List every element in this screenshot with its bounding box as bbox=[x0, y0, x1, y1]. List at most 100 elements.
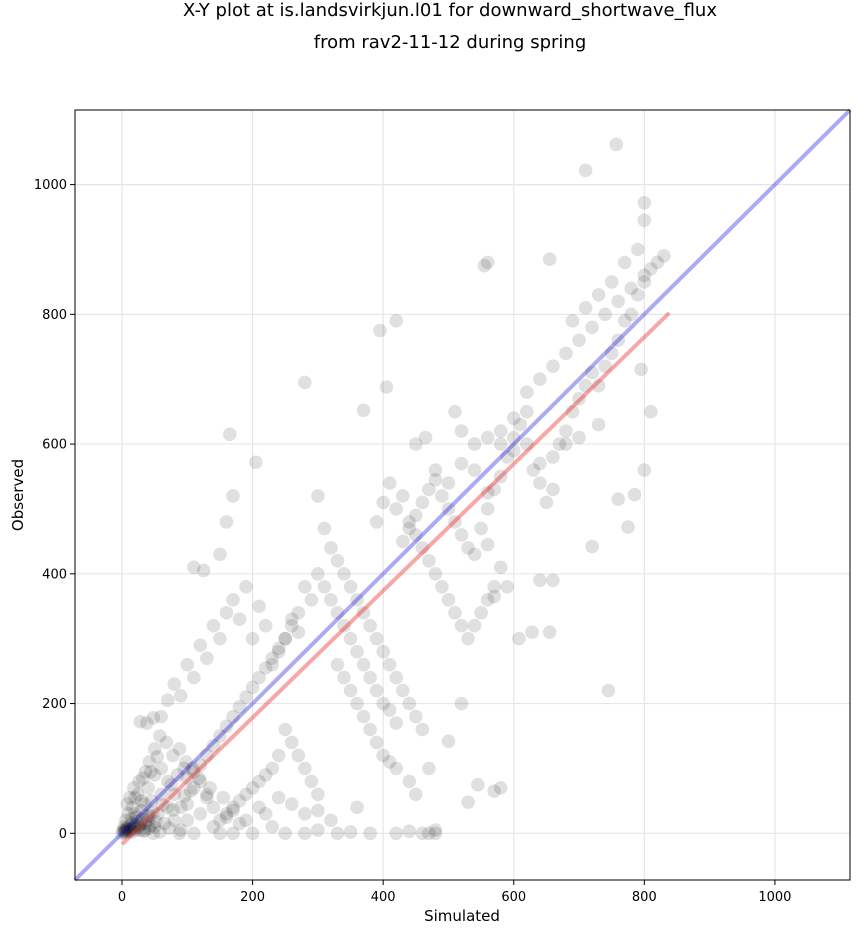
data-point bbox=[119, 824, 133, 839]
data-point bbox=[141, 821, 156, 835]
data-point bbox=[324, 541, 338, 555]
y-tick-label: 400 bbox=[42, 567, 67, 582]
data-point bbox=[373, 323, 387, 338]
data-point bbox=[585, 365, 599, 380]
data-point bbox=[513, 417, 528, 432]
data-point bbox=[369, 631, 384, 646]
data-point bbox=[609, 137, 624, 152]
data-point bbox=[601, 683, 616, 698]
data-point bbox=[585, 539, 599, 554]
data-point bbox=[153, 729, 167, 743]
data-point bbox=[265, 651, 279, 665]
data-point bbox=[226, 709, 240, 724]
data-point bbox=[448, 404, 462, 419]
data-point bbox=[219, 719, 234, 734]
data-point bbox=[142, 755, 157, 769]
data-point bbox=[591, 417, 606, 432]
data-point bbox=[258, 661, 273, 675]
x-tick-label: 800 bbox=[632, 890, 657, 905]
data-point bbox=[598, 359, 612, 374]
data-point bbox=[173, 800, 188, 815]
data-point bbox=[265, 657, 279, 672]
data-point bbox=[525, 625, 539, 639]
data-point bbox=[121, 823, 135, 838]
data-point bbox=[631, 288, 645, 302]
data-point bbox=[265, 761, 279, 776]
data-point bbox=[493, 560, 508, 575]
data-point bbox=[149, 814, 163, 829]
data-point bbox=[160, 800, 175, 815]
data-point bbox=[474, 521, 488, 536]
data-point bbox=[180, 813, 195, 828]
y-tick-label: 0 bbox=[59, 827, 67, 842]
data-point bbox=[441, 476, 456, 490]
data-point bbox=[180, 657, 195, 672]
data-point bbox=[206, 738, 221, 753]
data-point bbox=[142, 808, 157, 822]
data-point bbox=[153, 825, 167, 839]
data-point bbox=[298, 761, 312, 776]
plot-frame bbox=[74, 109, 851, 881]
data-point bbox=[136, 771, 150, 785]
data-point bbox=[291, 605, 306, 620]
data-point bbox=[193, 638, 208, 652]
data-point bbox=[487, 579, 501, 594]
data-point bbox=[559, 424, 573, 438]
data-point bbox=[634, 362, 648, 377]
data-point bbox=[311, 823, 325, 837]
data-point bbox=[134, 794, 149, 808]
data-point bbox=[324, 813, 338, 828]
data-point bbox=[219, 807, 234, 821]
data-point bbox=[133, 714, 148, 729]
data-point bbox=[187, 670, 201, 685]
data-point bbox=[130, 787, 145, 802]
data-point bbox=[226, 826, 240, 841]
data-point bbox=[409, 709, 423, 724]
data-point bbox=[559, 437, 573, 451]
data-point bbox=[134, 817, 148, 832]
data-point bbox=[239, 690, 253, 704]
data-point bbox=[138, 764, 153, 779]
data-point bbox=[143, 818, 158, 833]
data-point bbox=[138, 816, 153, 830]
data-point bbox=[565, 314, 580, 328]
data-point bbox=[627, 487, 642, 502]
data-point bbox=[422, 554, 436, 568]
data-point bbox=[311, 803, 325, 818]
data-point bbox=[311, 567, 325, 581]
data-point bbox=[435, 579, 449, 594]
data-point bbox=[180, 797, 195, 811]
data-point bbox=[506, 411, 521, 425]
data-point bbox=[409, 787, 423, 802]
data-point bbox=[226, 803, 240, 818]
data-point bbox=[650, 255, 665, 270]
data-point bbox=[117, 825, 131, 839]
data-point bbox=[542, 625, 557, 639]
data-point bbox=[572, 391, 586, 406]
data-point bbox=[117, 822, 132, 837]
data-point bbox=[409, 528, 423, 542]
data-point bbox=[154, 787, 168, 802]
data-point bbox=[493, 424, 508, 438]
data-point bbox=[130, 814, 144, 829]
data-point bbox=[121, 807, 136, 821]
data-point bbox=[192, 771, 206, 785]
x-tick-label: 0 bbox=[118, 890, 126, 905]
data-point bbox=[611, 294, 626, 309]
data-point bbox=[480, 592, 495, 607]
data-point bbox=[409, 437, 423, 451]
data-point bbox=[126, 781, 141, 795]
data-point bbox=[578, 163, 593, 178]
x-tick-label: 200 bbox=[240, 890, 265, 905]
data-point bbox=[461, 631, 475, 646]
y-tick-label: 600 bbox=[42, 438, 67, 453]
data-point bbox=[123, 790, 137, 805]
data-point bbox=[166, 748, 180, 763]
data-point bbox=[173, 688, 188, 703]
y-tick-label: 800 bbox=[42, 308, 67, 323]
data-point bbox=[311, 489, 325, 503]
data-point bbox=[480, 537, 495, 552]
data-point bbox=[200, 790, 214, 805]
data-point bbox=[140, 716, 154, 730]
data-point bbox=[193, 807, 208, 821]
